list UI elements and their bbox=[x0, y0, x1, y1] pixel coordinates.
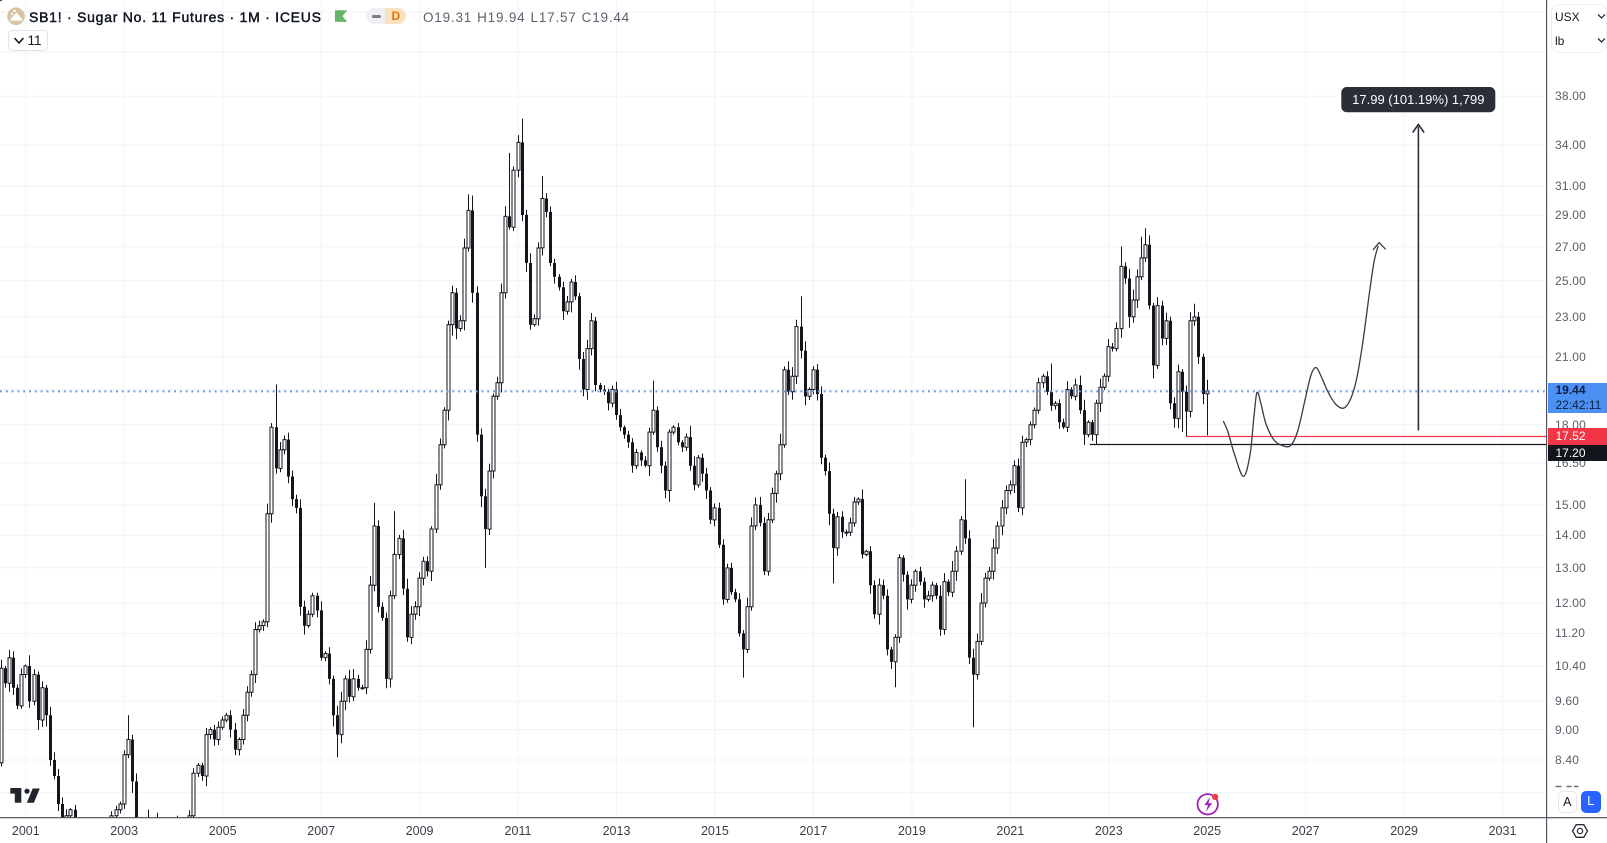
svg-text:17.99 (101.19%) 1,799: 17.99 (101.19%) 1,799 bbox=[1352, 92, 1484, 107]
